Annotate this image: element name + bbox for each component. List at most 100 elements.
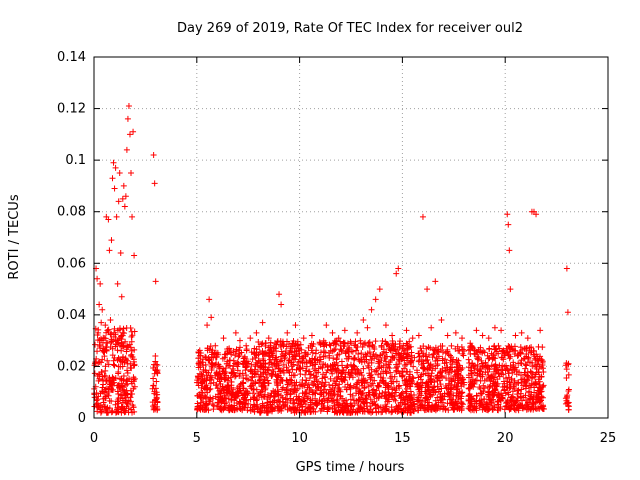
data-point-dense — [450, 406, 457, 413]
data-point-dense — [444, 390, 451, 397]
data-point-dense — [293, 366, 300, 373]
data-point-dense — [529, 374, 536, 381]
data-point-dense — [438, 372, 445, 379]
data-point-dense — [538, 404, 545, 411]
data-point-dense — [527, 384, 534, 391]
data-point-dense — [418, 384, 425, 391]
data-point — [393, 270, 400, 277]
grid-lines — [94, 57, 608, 418]
data-point-dense — [469, 360, 476, 367]
data-point-dense — [454, 385, 461, 392]
data-point-dense — [485, 355, 492, 362]
data-point-dense — [358, 350, 365, 357]
data-point-dense — [523, 350, 530, 357]
data-point-dense — [296, 353, 303, 360]
data-point-dense — [104, 327, 111, 334]
data-point-dense — [111, 354, 118, 361]
data-point-dense — [482, 359, 489, 366]
data-point-dense — [317, 407, 324, 414]
data-point-dense — [535, 369, 542, 376]
data-point-dense — [484, 352, 491, 359]
data-point-dense — [308, 359, 315, 366]
data-point — [208, 314, 215, 321]
data-point-dense — [130, 374, 137, 381]
data-point-dense — [122, 392, 129, 399]
data-point-dense — [305, 404, 312, 411]
data-point-dense — [346, 344, 353, 351]
data-point-dense — [360, 341, 367, 348]
data-point-dense — [517, 394, 524, 401]
data-point — [126, 131, 133, 138]
data-point-dense — [290, 396, 297, 403]
data-point-dense — [324, 408, 331, 415]
data-point-dense — [342, 374, 349, 381]
data-point-dense — [103, 385, 110, 392]
data-point-dense — [466, 397, 473, 404]
data-point — [284, 329, 291, 336]
data-point-dense — [116, 326, 123, 333]
data-point-dense — [473, 398, 480, 405]
data-point-dense — [273, 354, 280, 361]
data-point-dense — [364, 407, 371, 414]
data-point-dense — [229, 365, 236, 372]
data-point-dense — [110, 375, 117, 382]
data-point-dense — [293, 408, 300, 415]
data-point-dense — [327, 386, 334, 393]
data-point-dense — [113, 409, 120, 416]
data-point — [409, 335, 416, 342]
data-point — [243, 342, 250, 349]
data-point-dense — [453, 357, 460, 364]
y-tick-label: 0.02 — [57, 359, 86, 374]
data-point-dense — [202, 394, 209, 401]
data-point-dense — [106, 397, 113, 404]
data-point-dense — [263, 409, 270, 416]
data-point-dense — [355, 351, 362, 358]
data-point — [459, 335, 466, 342]
data-point-dense — [386, 365, 393, 372]
data-point-dense — [467, 384, 474, 391]
data-point-dense — [342, 349, 349, 356]
data-point-dense — [203, 372, 210, 379]
data-point-dense — [490, 378, 497, 385]
data-point-dense — [347, 361, 354, 368]
data-point-dense — [153, 378, 160, 385]
data-point-dense — [307, 342, 314, 349]
data-point-dense — [427, 361, 434, 368]
data-point-dense — [343, 348, 350, 355]
data-point — [403, 327, 410, 334]
data-point-dense — [480, 347, 487, 354]
data-point-dense — [531, 389, 538, 396]
data-point-dense — [319, 379, 326, 386]
data-point-dense — [99, 388, 106, 395]
data-point-dense — [411, 354, 418, 361]
data-point-dense — [104, 357, 111, 364]
data-point — [101, 335, 108, 342]
data-point-dense — [111, 325, 118, 332]
data-point-dense — [112, 331, 119, 338]
data-point-dense — [221, 404, 228, 411]
data-point — [118, 293, 125, 300]
data-point-dense — [473, 377, 480, 384]
data-point-dense — [270, 394, 277, 401]
data-point-dense — [490, 343, 497, 350]
data-point — [106, 247, 113, 254]
data-point-dense — [522, 371, 529, 378]
data-point-dense — [333, 341, 340, 348]
data-point-dense — [204, 374, 211, 381]
y-tick-label: 0 — [78, 411, 86, 426]
data-point-dense — [378, 342, 385, 349]
data-point-dense — [486, 384, 493, 391]
data-point-dense — [399, 372, 406, 379]
data-point-dense — [524, 359, 531, 366]
data-point-dense — [150, 382, 157, 389]
data-point-dense — [115, 337, 122, 344]
data-point-dense — [302, 401, 309, 408]
data-point-dense — [435, 374, 442, 381]
data-point-dense — [372, 338, 379, 345]
data-point-dense — [332, 340, 339, 347]
data-point-dense — [499, 395, 506, 402]
data-point-dense — [430, 389, 437, 396]
data-point-dense — [529, 359, 536, 366]
data-point-dense — [195, 355, 202, 362]
data-point-dense — [470, 381, 477, 388]
